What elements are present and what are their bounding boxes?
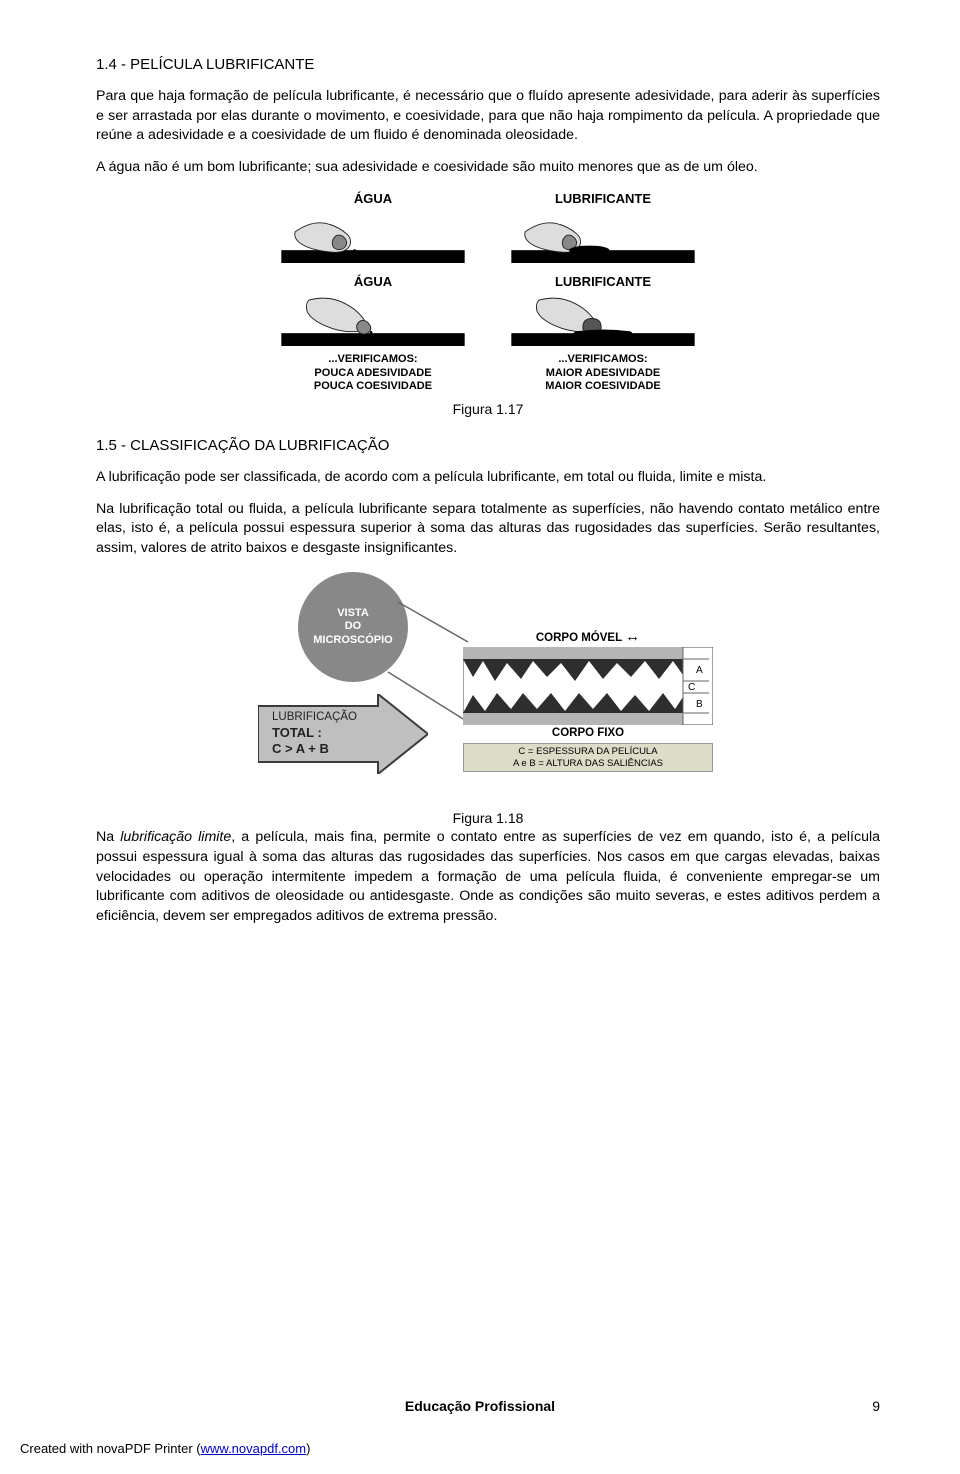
fig17-left-note-3: POUCA COESIVIDADE bbox=[273, 380, 473, 393]
page-number: 9 bbox=[872, 1398, 880, 1414]
svg-text:C: C bbox=[688, 682, 695, 693]
section-1-5-title: 1.5 - CLASSIFICAÇÃO DA LUBRIFICAÇÃO bbox=[96, 437, 880, 454]
fig17-bot-right-label: LUBRIFICANTE bbox=[503, 274, 703, 289]
fig17-top-right-label: LUBRIFICANTE bbox=[503, 191, 703, 206]
fig18-microscope-circle: VISTA DO MICROSCÓPIO bbox=[298, 572, 408, 682]
fig18-cross-section: CORPO MÓVEL ↔ A C B CORP bbox=[463, 628, 713, 772]
fig18-legend-l2: A e B = ALTURA DAS SALIÊNCIAS bbox=[468, 758, 708, 769]
fig17-right-note-2: MAIOR ADESIVIDADE bbox=[503, 367, 703, 380]
fig18-arrow: LUBRIFICAÇÃO TOTAL : C > A + B bbox=[258, 694, 428, 774]
section-1-4-p2: A água não é um bom lubrificante; sua ad… bbox=[96, 158, 880, 178]
figure-1-17: ÁGUA LUBRIFICANTE bbox=[273, 191, 703, 393]
section-1-4-title: 1.4 - PELÍCULA LUBRIFICANTE bbox=[96, 56, 880, 73]
created-post: ) bbox=[306, 1441, 310, 1456]
created-with: Created with novaPDF Printer (www.novapd… bbox=[20, 1441, 310, 1456]
figure-1-18: VISTA DO MICROSCÓPIO LUBRIFICAÇÃO TOTAL … bbox=[258, 572, 718, 802]
para-lubrificacao-limite: Na lubrificação limite, a película, mais… bbox=[96, 828, 880, 926]
created-pre: Created with novaPDF Printer ( bbox=[20, 1441, 201, 1456]
fig18-arrow-l1: LUBRIFICAÇÃO bbox=[272, 711, 357, 723]
fig18-legend: C = ESPESSURA DA PELÍCULA A e B = ALTURA… bbox=[463, 743, 713, 772]
fig18-corpo-fixo: CORPO FIXO bbox=[463, 727, 713, 739]
fig17-top-left-label: ÁGUA bbox=[273, 191, 473, 206]
novapdf-link[interactable]: www.novapdf.com bbox=[201, 1441, 307, 1456]
fig17-left-note-2: POUCA ADESIVIDADE bbox=[273, 367, 473, 380]
footer-title: Educação Profissional bbox=[0, 1398, 960, 1414]
para-lead-pre: Na bbox=[96, 829, 120, 845]
fig18-arrow-l3: C > A + B bbox=[272, 741, 329, 756]
fig17-hand-water-lift bbox=[273, 291, 473, 346]
figure-1-17-caption: Figura 1.17 bbox=[96, 401, 880, 417]
fig18-legend-l1: C = ESPESSURA DA PELÍCULA bbox=[468, 746, 708, 757]
svg-text:B: B bbox=[696, 699, 703, 710]
figure-1-18-caption: Figura 1.18 bbox=[96, 810, 880, 826]
fig17-bot-left-label: ÁGUA bbox=[273, 274, 473, 289]
fig18-circle-l1: VISTA bbox=[337, 607, 369, 619]
section-1-5-p1: A lubrificação pode ser classificada, de… bbox=[96, 468, 880, 488]
fig18-circle-l3: MICROSCÓPIO bbox=[313, 634, 392, 646]
fig17-right-note-1: ...VERIFICAMOS: bbox=[503, 353, 703, 366]
fig17-hand-water-dip bbox=[273, 208, 473, 263]
fig17-hand-lube-lift bbox=[503, 291, 703, 346]
fig17-hand-lube-dip bbox=[503, 208, 703, 263]
para-lead-italic: lubrificação limite bbox=[120, 829, 231, 845]
section-1-4-p1: Para que haja formação de película lubri… bbox=[96, 87, 880, 146]
fig17-right-note-3: MAIOR COESIVIDADE bbox=[503, 380, 703, 393]
fig18-arrow-l2: TOTAL : bbox=[272, 725, 322, 740]
fig18-arrow-lr: ↔ bbox=[625, 628, 640, 645]
fig17-left-note-1: ...VERIFICAMOS: bbox=[273, 353, 473, 366]
section-1-5-p2: Na lubrificação total ou fluida, a pelíc… bbox=[96, 500, 880, 559]
fig18-arrow-text: LUBRIFICAÇÃO TOTAL : C > A + B bbox=[272, 710, 357, 757]
fig18-corpo-movel: CORPO MÓVEL bbox=[536, 632, 622, 644]
fig18-circle-l2: DO bbox=[345, 620, 362, 632]
svg-text:A: A bbox=[696, 665, 703, 676]
